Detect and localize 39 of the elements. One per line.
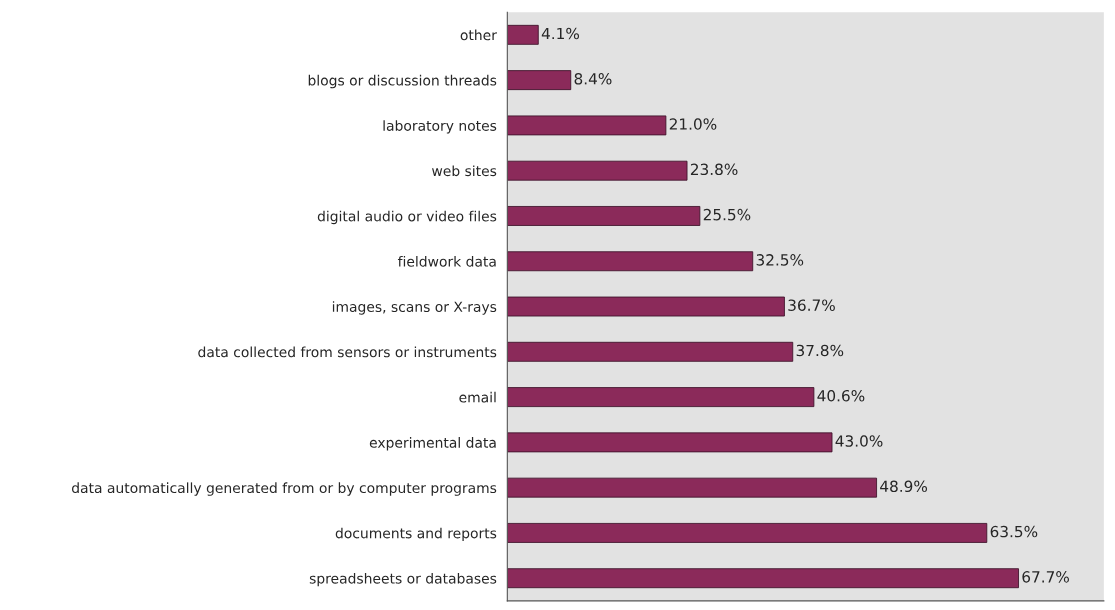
y-tick-label: images, scans or X-rays: [332, 301, 497, 315]
bar: [507, 387, 815, 408]
bar: [507, 523, 988, 543]
y-tick-label: email: [459, 391, 496, 403]
data-label: 4.1%: [541, 27, 580, 40]
bar: [507, 432, 833, 453]
bar: [507, 568, 1019, 589]
y-tick-label: fieldwork data: [397, 255, 496, 267]
bar: [507, 296, 785, 317]
data-label: 21.0%: [669, 118, 717, 130]
bar: [507, 251, 754, 272]
data-label: 48.9%: [880, 480, 928, 493]
y-tick-label: spreadsheets or databases: [309, 572, 497, 587]
data-label: 40.6%: [817, 389, 865, 402]
y-tick-label: digital audio or video files: [317, 210, 497, 225]
data-label: 43.0%: [835, 435, 883, 447]
y-tick-label: laboratory notes: [383, 120, 497, 134]
y-tick-label: experimental data: [369, 437, 496, 451]
bar: [507, 206, 701, 226]
bar: [507, 115, 667, 136]
data-label: 8.4%: [574, 73, 612, 85]
bar: [507, 341, 794, 362]
data-label: 37.8%: [796, 344, 844, 357]
y-tick-label: data collected from sensors or instruments: [198, 346, 497, 358]
data-label: 25.5%: [703, 208, 751, 221]
y-tick-label: web sites: [432, 165, 497, 177]
bar: [507, 477, 877, 498]
data-label: 63.5%: [990, 525, 1038, 538]
bar: [507, 24, 539, 45]
bar: [507, 160, 688, 181]
y-tick-label: data automatically generated from or by computer programs: [72, 482, 497, 496]
y-tick-label: other: [460, 29, 497, 41]
data-label: 67.7%: [1022, 571, 1069, 583]
data-label: 36.7%: [788, 299, 835, 311]
data-label: 23.8%: [690, 163, 738, 176]
data-label: 32.5%: [756, 254, 804, 266]
y-tick-label: blogs or discussion threads: [308, 74, 497, 89]
y-tick-label: documents and reports: [335, 527, 497, 542]
bar: [507, 70, 572, 91]
